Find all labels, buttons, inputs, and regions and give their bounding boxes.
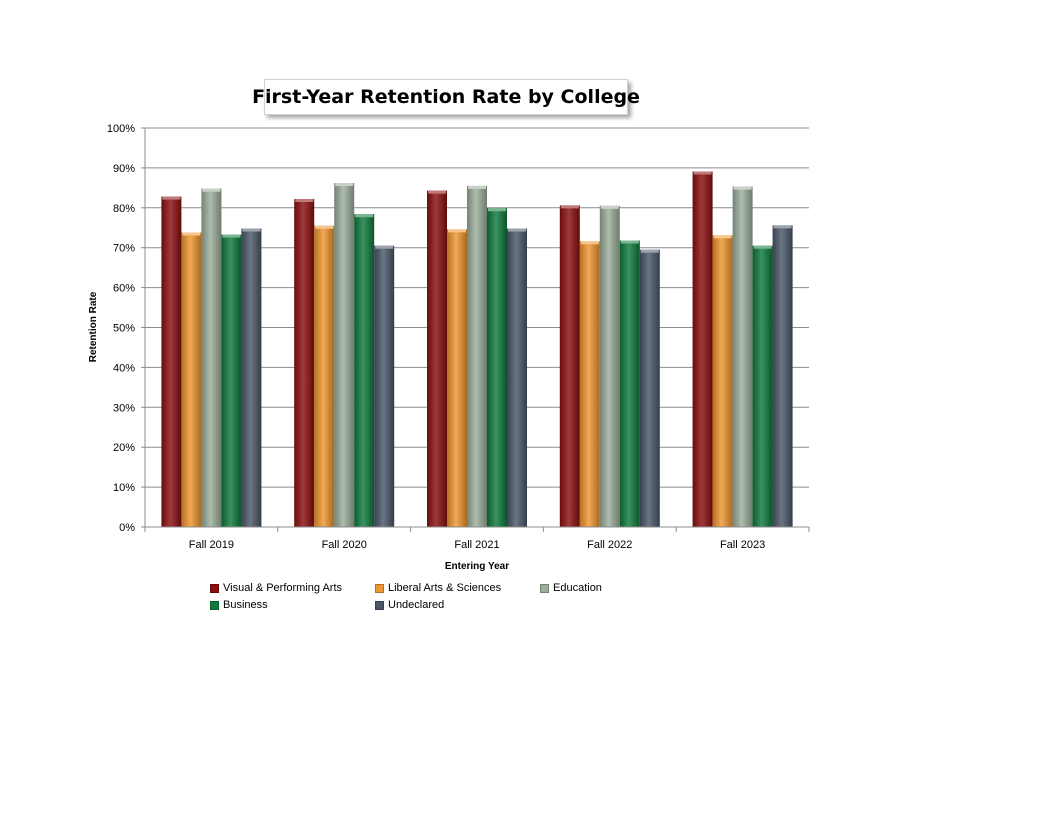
bar-highlight [335, 183, 354, 187]
bar [294, 199, 315, 527]
y-tick-label: 40% [113, 362, 135, 374]
legend-swatch [210, 583, 219, 593]
x-tick-label: Fall 2022 [587, 539, 632, 551]
bar [772, 225, 793, 527]
bar-highlight [202, 188, 221, 192]
y-tick-label: 0% [119, 522, 135, 534]
bar-highlight [560, 205, 579, 209]
bar [599, 205, 620, 527]
legend-swatch [540, 583, 549, 593]
x-tick-label: Fall 2021 [454, 539, 499, 551]
legend-item: Visual & Performing Arts [210, 582, 342, 594]
legend-item: Business [210, 599, 268, 611]
legend-label: Liberal Arts & Sciences [388, 582, 502, 594]
bar [334, 183, 355, 527]
bar-highlight [640, 249, 659, 253]
y-tick-label: 80% [113, 203, 135, 215]
bar [201, 188, 222, 527]
legend-label: Visual & Performing Arts [223, 582, 343, 594]
y-tick-label: 10% [113, 482, 135, 494]
bar-highlight [162, 196, 181, 200]
bar [712, 235, 733, 527]
bar [619, 240, 640, 527]
x-tick-label: Fall 2020 [322, 539, 367, 551]
legend-item: Education [540, 582, 602, 594]
legend-swatch [375, 600, 384, 610]
bar-highlight [295, 199, 314, 203]
bar-highlight [600, 205, 619, 209]
bar-highlight [242, 228, 261, 232]
legend-swatch [375, 583, 384, 593]
bar-highlight [222, 234, 241, 238]
y-tick-label: 90% [113, 163, 135, 175]
legend-item: Liberal Arts & Sciences [375, 582, 501, 594]
bar-highlight [355, 214, 374, 218]
y-tick-label: 30% [113, 402, 135, 414]
bar [467, 185, 487, 528]
bar-highlight [620, 240, 639, 244]
legend-label: Undeclared [388, 599, 445, 611]
bar-highlight [182, 232, 201, 236]
bars [161, 171, 793, 528]
y-tick-label: 70% [113, 243, 135, 255]
legend-item: Undeclared [375, 599, 444, 611]
bar-highlight [488, 208, 506, 212]
y-tick-label: 100% [107, 123, 135, 135]
bar-highlight [375, 245, 394, 249]
bar-highlight [753, 245, 772, 249]
chart-title: First-Year Retention Rate by College [252, 79, 640, 115]
bar [354, 214, 375, 527]
bar [692, 171, 713, 527]
bar-highlight [693, 171, 712, 175]
y-axis-label: Retention Rate [88, 291, 99, 362]
bar [507, 228, 527, 527]
bar [447, 229, 467, 527]
bar-highlight [428, 190, 446, 194]
x-axis-label: Entering Year [445, 561, 509, 572]
bar [752, 245, 773, 527]
bar [314, 225, 335, 527]
bar-highlight [315, 225, 334, 229]
bar-highlight [448, 229, 466, 233]
bar-highlight [773, 225, 792, 229]
bar-highlight [713, 235, 732, 239]
legend-label: Education [553, 582, 602, 594]
bar [732, 186, 753, 527]
y-tick-label: 60% [113, 283, 135, 295]
legend-label: Business [223, 599, 268, 611]
bar [181, 232, 202, 527]
bar-highlight [508, 228, 526, 232]
bar [559, 205, 580, 527]
bar [221, 234, 242, 527]
x-tick-label: Fall 2023 [720, 539, 765, 551]
bar [427, 190, 447, 527]
bar [241, 228, 262, 527]
y-tick-label: 20% [113, 442, 135, 454]
bar [639, 249, 660, 527]
bar [579, 241, 600, 528]
legend-swatch [210, 600, 219, 610]
bar [161, 196, 182, 528]
bar-highlight [580, 241, 599, 245]
axes: 0% 10% 20% 30% 40% 50% 60% 70% 80% 90% 100% Fall 20… [107, 123, 810, 551]
bar [374, 245, 395, 527]
bar [487, 208, 507, 527]
bar-highlight [468, 185, 486, 189]
x-tick-label: Fall 2019 [189, 539, 234, 551]
y-tick-label: 50% [113, 323, 135, 335]
bar-highlight [733, 186, 752, 190]
